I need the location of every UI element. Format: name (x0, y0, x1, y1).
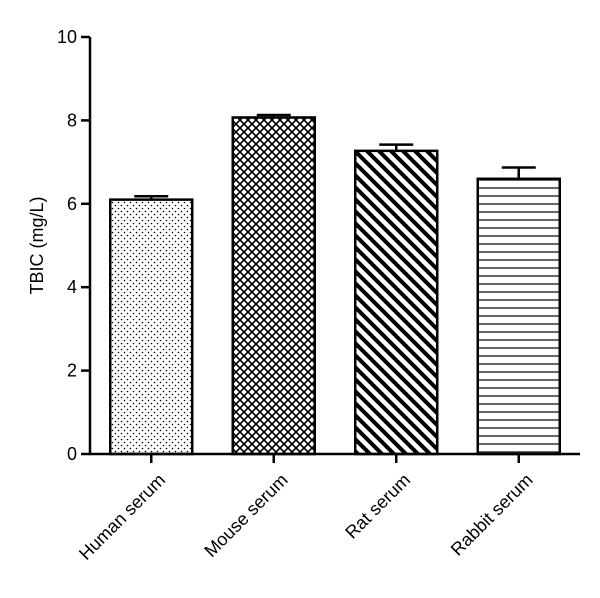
x-axis: Human serum Mouse serum Rat serum Rabbit se… (75, 452, 580, 564)
bar-group (109, 195, 194, 456)
y-tick-label: 10 (57, 27, 77, 47)
y-tick-label: 6 (67, 194, 77, 214)
y-axis: 0 2 4 6 8 10 (57, 27, 92, 464)
x-category-label: Rat serum (341, 470, 414, 543)
bar-group (231, 113, 316, 456)
bar-group (354, 143, 439, 456)
bars (109, 113, 561, 456)
y-tick-label: 8 (67, 110, 77, 130)
y-tick-label: 2 (67, 361, 77, 381)
bar-group (476, 166, 561, 456)
bar (109, 198, 194, 456)
y-tick-label: 4 (67, 277, 77, 297)
bar (354, 149, 439, 456)
bar (476, 177, 561, 456)
y-axis-title: TBIC (mg/L) (27, 196, 47, 294)
x-category-label: Human serum (75, 470, 169, 564)
bar (231, 116, 316, 456)
y-tick-label: 0 (67, 444, 77, 464)
x-category-label: Rabbit serum (447, 470, 537, 560)
x-category-label: Mouse serum (200, 470, 291, 561)
